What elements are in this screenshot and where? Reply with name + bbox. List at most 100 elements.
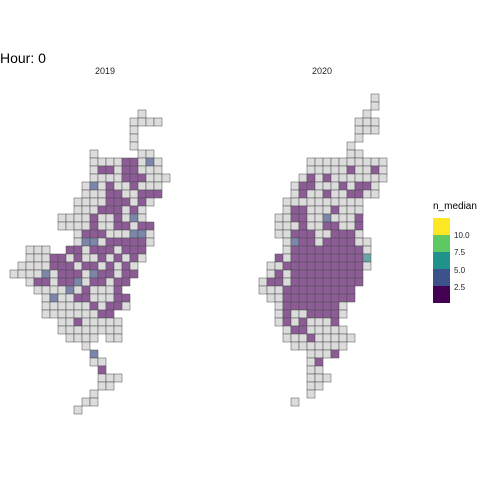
heatmap-cell bbox=[338, 157, 348, 167]
heatmap-cell bbox=[105, 229, 115, 239]
heatmap-cell bbox=[298, 261, 308, 271]
heatmap-cell bbox=[89, 261, 99, 271]
heatmap-cell bbox=[266, 269, 276, 279]
heatmap-cell bbox=[81, 397, 91, 407]
heatmap-cell bbox=[322, 277, 332, 287]
heatmap-cell bbox=[346, 149, 356, 159]
heatmap-cell bbox=[105, 205, 115, 215]
heatmap-cell bbox=[57, 253, 67, 263]
heatmap-cell bbox=[346, 189, 356, 199]
heatmap-cell bbox=[81, 253, 91, 263]
heatmap-cell bbox=[105, 157, 115, 167]
heatmap-cell bbox=[89, 165, 99, 175]
heatmap-cell bbox=[282, 245, 292, 255]
heatmap-cell bbox=[370, 157, 380, 167]
heatmap-cell bbox=[81, 229, 91, 239]
heatmap-cell bbox=[298, 221, 308, 231]
heatmap-cell bbox=[25, 277, 35, 287]
heatmap-cell bbox=[41, 309, 51, 319]
heatmap-cell bbox=[354, 189, 364, 199]
heatmap-cell bbox=[338, 253, 348, 263]
heatmap-cell bbox=[306, 333, 316, 343]
heatmap-cell bbox=[306, 349, 316, 359]
heatmap-cell bbox=[81, 189, 91, 199]
heatmap-cell bbox=[57, 309, 67, 319]
heatmap-cell bbox=[113, 253, 123, 263]
heatmap-cell bbox=[81, 181, 91, 191]
heatmap-cell bbox=[314, 205, 324, 215]
heatmap-cell bbox=[81, 261, 91, 271]
heatmap-cell bbox=[129, 253, 139, 263]
heatmap-cell bbox=[322, 301, 332, 311]
heatmap-cell bbox=[137, 117, 147, 127]
heatmap-cell bbox=[290, 261, 300, 271]
heatmap-cell bbox=[81, 285, 91, 295]
heatmap-cell bbox=[354, 213, 364, 223]
heatmap-cell bbox=[97, 213, 107, 223]
heatmap-cell bbox=[17, 269, 27, 279]
heatmap-cell bbox=[354, 133, 364, 143]
heatmap-cell bbox=[105, 237, 115, 247]
heatmap-cell bbox=[113, 205, 123, 215]
heatmap-cell bbox=[73, 277, 83, 287]
heatmap-cell bbox=[346, 277, 356, 287]
heatmap-cell bbox=[113, 189, 123, 199]
heatmap-cell bbox=[145, 173, 155, 183]
heatmap-cell bbox=[121, 173, 131, 183]
heatmap-cell bbox=[314, 317, 324, 327]
heatmap-cell bbox=[362, 173, 372, 183]
heatmap-cell bbox=[346, 261, 356, 271]
heatmap-cell bbox=[89, 293, 99, 303]
heatmap-cell bbox=[65, 333, 75, 343]
heatmap-cell bbox=[65, 317, 75, 327]
heatmap-cell bbox=[41, 269, 51, 279]
heatmap-cell bbox=[73, 309, 83, 319]
heatmap-cell bbox=[314, 333, 324, 343]
heatmap-cell bbox=[121, 205, 131, 215]
heatmap-cell bbox=[314, 181, 324, 191]
heatmap-cell bbox=[105, 253, 115, 263]
heatmap-cell bbox=[73, 261, 83, 271]
heatmap-cell bbox=[121, 293, 131, 303]
heatmap-cell bbox=[97, 285, 107, 295]
heatmap-cell bbox=[129, 237, 139, 247]
heatmap-cell bbox=[73, 317, 83, 327]
heatmap-cell bbox=[105, 197, 115, 207]
heatmap-cell bbox=[322, 221, 332, 231]
legend-swatch-3 bbox=[433, 252, 450, 269]
heatmap-cell bbox=[266, 285, 276, 295]
heatmap-cell bbox=[113, 301, 123, 311]
heatmap-cell bbox=[57, 221, 67, 231]
heatmap-cell bbox=[73, 293, 83, 303]
heatmap-cell bbox=[41, 253, 51, 263]
heatmap-cell bbox=[330, 333, 340, 343]
heatmap-cell bbox=[282, 261, 292, 271]
legend-swatch-1 bbox=[433, 218, 450, 235]
heatmap-cell bbox=[137, 173, 147, 183]
heatmap-cell bbox=[121, 237, 131, 247]
heatmap-cell bbox=[97, 229, 107, 239]
heatmap-cell bbox=[41, 277, 51, 287]
heatmap-cell bbox=[354, 149, 364, 159]
heatmap-cell bbox=[306, 357, 316, 367]
heatmap-cell bbox=[306, 237, 316, 247]
heatmap-cell bbox=[89, 213, 99, 223]
heatmap-cell bbox=[129, 117, 139, 127]
heatmap-cell bbox=[97, 165, 107, 175]
heatmap-cell bbox=[105, 373, 115, 383]
heatmap-cell bbox=[105, 189, 115, 199]
heatmap-cell bbox=[306, 285, 316, 295]
heatmap-cell bbox=[89, 389, 99, 399]
heatmap-cell bbox=[330, 189, 340, 199]
heatmap-cell bbox=[306, 261, 316, 271]
heatmap-cell bbox=[105, 333, 115, 343]
heatmap-cell bbox=[338, 293, 348, 303]
heatmap-cell bbox=[322, 189, 332, 199]
heatmap-cell bbox=[290, 245, 300, 255]
heatmap-cell bbox=[338, 197, 348, 207]
heatmap-cell bbox=[129, 133, 139, 143]
heatmap-cell bbox=[322, 253, 332, 263]
heatmap-cell bbox=[137, 221, 147, 231]
heatmap-cell bbox=[354, 205, 364, 215]
